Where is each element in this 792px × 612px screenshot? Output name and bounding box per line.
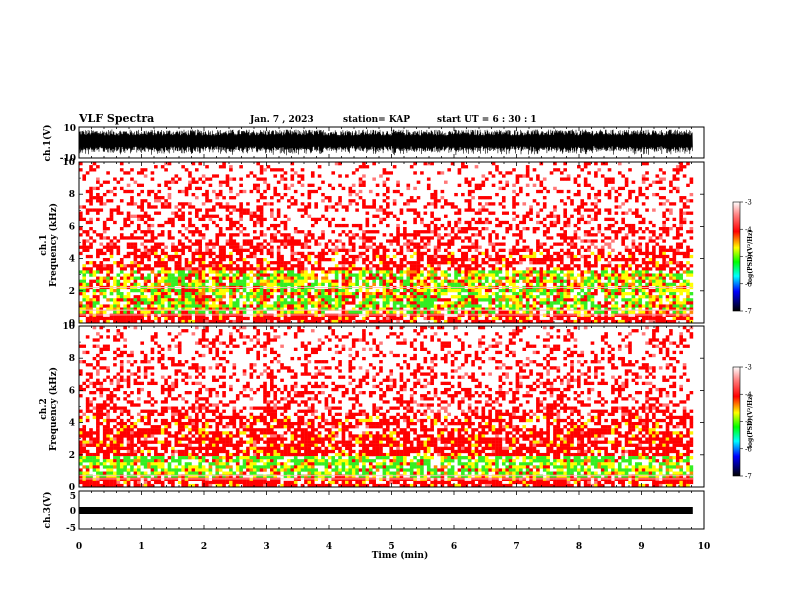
y-tick-label: 0 <box>69 483 75 493</box>
ch1-colorbar-gradient <box>732 201 741 312</box>
y-tick-label: 8 <box>69 190 75 200</box>
y-tick-label: 10 <box>62 158 75 168</box>
ch1-spec-ylabel-freq: Frequency (kHz) <box>48 203 59 287</box>
ch2-colorbar-label: log(PSD)(V²/Hz) <box>747 394 754 449</box>
y-tick-label: 10 <box>62 322 75 332</box>
ch1-spectrogram-image <box>79 162 694 324</box>
figure-title: VLF Spectra <box>78 112 154 125</box>
colorbar-tick-label: -4 <box>745 226 752 234</box>
y-tick-label: 6 <box>69 386 75 396</box>
x-tick-label: 3 <box>263 542 269 552</box>
y-tick-label: 2 <box>69 451 75 461</box>
x-axis-tick-labels: 0 1 2 3 4 5 6 7 8 9 10 <box>76 542 710 552</box>
colorbar-tick-label: -6 <box>745 445 752 453</box>
station-label: station= KAP <box>343 115 410 125</box>
colorbar-tick-label: -7 <box>745 308 752 316</box>
date-label: Jan. 7 , 2023 <box>249 115 314 125</box>
x-tick-label: 9 <box>638 542 644 552</box>
panel-ch1-waveform: 10 -10 ch.1(V) <box>42 124 705 164</box>
colorbar-tick-label: -4 <box>745 391 752 399</box>
ch2-colorbar: -3 -4 -5 -6 -7 log(PSD)(V²/Hz) <box>732 364 754 481</box>
colorbar-tick-label: -3 <box>745 364 752 372</box>
colorbar-tick-label: -3 <box>745 199 752 207</box>
ch3-ytick-neg5: -5 <box>66 524 76 534</box>
x-tick-label: 2 <box>201 542 207 552</box>
y-tick-label: 8 <box>69 354 75 364</box>
ch2-spectrogram-image <box>79 326 694 488</box>
y-tick-label: 4 <box>69 419 75 429</box>
colorbar-tick-label: -6 <box>745 280 752 288</box>
ch1-spec-ylabel-channel: ch.1 <box>39 234 49 255</box>
colorbar-tick-label: -5 <box>745 418 752 426</box>
panel-ch2-spectrogram: 0 2 4 6 8 10 ch.2 Frequency (kHz) -3 -4 -5 -6 -7 … <box>39 322 754 493</box>
x-tick-label: 0 <box>76 542 82 552</box>
y-tick-label: 2 <box>69 287 75 297</box>
colorbar-tick-label: -5 <box>745 253 752 261</box>
x-tick-label: 8 <box>576 542 582 552</box>
ch3-waveform-trace <box>79 507 693 514</box>
ch1-colorbar: -3 -4 -5 -6 -7 log(PSD)(V²/Hz) <box>732 199 754 316</box>
start-ut-label: start UT = 6 : 30 : 1 <box>437 115 537 125</box>
x-axis-label: Time (min) <box>372 550 429 561</box>
ch1-waveform-ylabel: ch.1(V) <box>42 125 53 162</box>
panel-ch1-spectrogram: 0 2 4 6 8 10 ch.1 Frequency (kHz) -3 -4 -5 -6 -7 … <box>39 158 754 329</box>
x-tick-label: 4 <box>326 542 332 552</box>
x-tick-label: 1 <box>138 542 144 552</box>
ch2-spec-ylabel-freq: Frequency (kHz) <box>48 367 59 451</box>
ch1-ytick-neg10: -10 <box>60 154 76 164</box>
colorbar-tick-label: -7 <box>745 473 752 481</box>
x-tick-label: 7 <box>513 542 519 552</box>
ch3-ytick-0: 0 <box>70 507 76 517</box>
ch2-colorbar-gradient <box>732 366 741 477</box>
ch1-ytick-10: 10 <box>63 124 76 134</box>
ch3-waveform-ylabel: ch.3(V) <box>42 492 53 529</box>
ch3-ytick-5: 5 <box>70 492 76 502</box>
ch1-colorbar-label: log(PSD)(V²/Hz) <box>747 230 754 285</box>
x-tick-label: 5 <box>388 542 394 552</box>
y-tick-label: 4 <box>69 255 75 265</box>
ch1-waveform-trace <box>78 129 693 156</box>
x-tick-label: 6 <box>451 542 457 552</box>
y-tick-label: 0 <box>69 319 75 329</box>
y-tick-label: 6 <box>69 222 75 232</box>
x-tick-label: 10 <box>698 542 711 552</box>
panel-ch3-waveform: 5 0 -5 ch.3(V) <box>42 490 705 534</box>
ch2-spec-ylabel-channel: ch.2 <box>39 398 49 419</box>
